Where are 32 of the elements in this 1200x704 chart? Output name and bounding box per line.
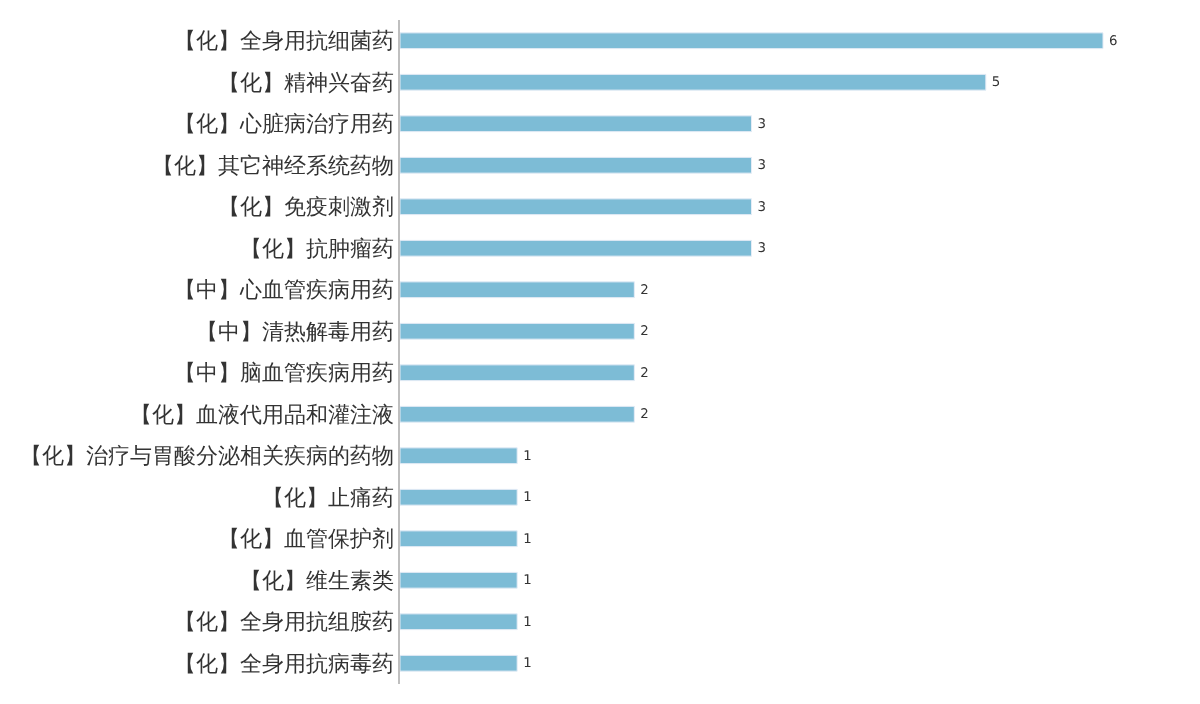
bar [400,488,518,506]
y-tick-label: 【化】其它神经系统药物 [151,152,394,179]
bar [400,32,1104,50]
bar [400,239,752,257]
y-tick-label: 【中】心血管疾病用药 [173,277,394,304]
bar [400,73,987,91]
bar [400,281,635,299]
y-tick-label: 【化】止痛药 [261,484,394,511]
bar [400,364,635,382]
bar [400,654,518,672]
y-tick-label: 【化】全身用抗病毒药 [173,650,394,677]
bar [400,613,518,631]
bar [400,447,518,465]
y-tick-label: 【化】全身用抗组胺药 [173,609,394,636]
bar [400,115,752,133]
y-tick-label: 【化】血管保护剂 [217,526,394,553]
bar [400,571,518,589]
y-tick-label: 【化】精神兴奋药 [217,69,394,96]
bar [400,405,635,423]
bar [400,156,752,174]
y-tick-label: 【中】脑血管疾病用药 [173,360,394,387]
y-tick-label: 【化】治疗与胃酸分泌相关疾病的药物 [19,443,394,470]
y-tick-label: 【化】抗肿瘤药 [239,235,394,262]
bar [400,322,635,340]
bar [400,530,518,548]
y-tick-label: 【化】全身用抗细菌药 [173,28,394,55]
bar [400,198,752,216]
y-tick-label: 【化】维生素类 [239,567,394,594]
y-tick-label: 【化】心脏病治疗用药 [173,111,394,138]
y-tick-label: 【中】清热解毒用药 [195,318,394,345]
y-tick-label: 【化】免疫刺激剂 [217,194,394,221]
y-tick-label: 【化】血液代用品和灌注液 [129,401,394,428]
